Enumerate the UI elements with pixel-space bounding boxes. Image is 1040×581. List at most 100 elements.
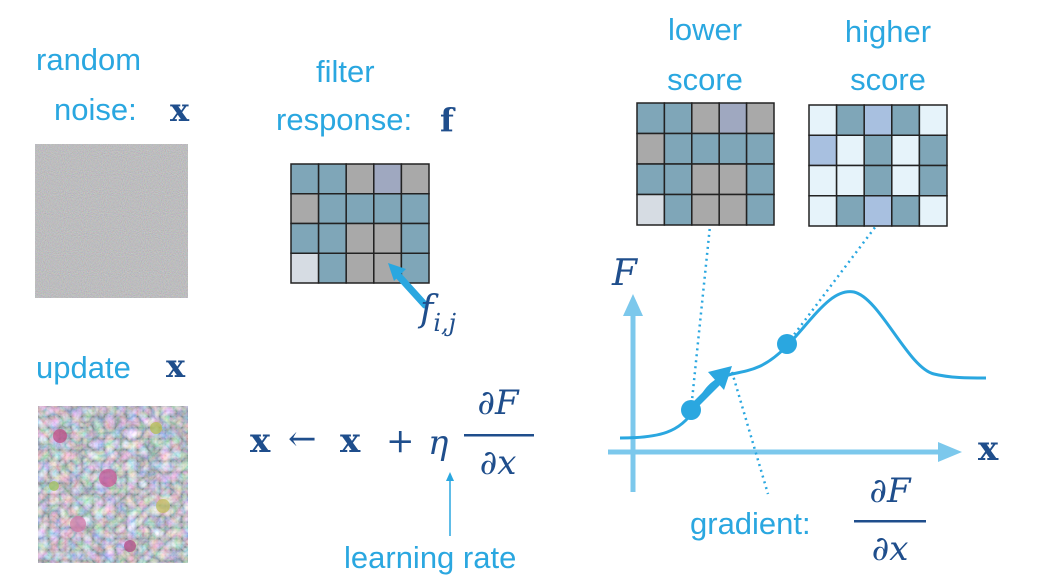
filter-response-cell xyxy=(345,222,375,254)
lower-score-cell xyxy=(691,102,720,135)
higher-score-cell xyxy=(918,164,948,197)
fij-base: f xyxy=(420,289,434,330)
filter-response-cell xyxy=(400,252,430,284)
fij-symbol: fi,j xyxy=(420,289,456,336)
lower-score-grid xyxy=(636,102,775,226)
lower-score-label-line2: score xyxy=(667,62,743,97)
filter-response-cell xyxy=(290,252,320,284)
lower-score-cell xyxy=(718,163,748,196)
rule-arrow: ← xyxy=(288,419,317,459)
lower-score-cell xyxy=(745,132,775,165)
lower-score-cell xyxy=(718,132,748,165)
higher-score-point xyxy=(777,334,797,354)
learning-rate-label: learning rate xyxy=(344,540,517,575)
higher-score-cell xyxy=(891,104,921,136)
higher-score-cell xyxy=(808,164,838,197)
filter-label-line2: response: xyxy=(276,102,413,137)
higher-score-cell xyxy=(891,134,921,167)
higher-score-connector xyxy=(786,225,877,345)
lower-score-cell xyxy=(663,163,693,196)
filter-response-cell xyxy=(373,163,403,195)
higher-score-cell xyxy=(891,195,921,227)
higher-score-cell xyxy=(808,104,838,136)
filter-response-cell xyxy=(345,193,375,225)
x-axis-label: x xyxy=(978,429,999,469)
rule-eta: η xyxy=(428,423,449,463)
filter-label-line1: filter xyxy=(316,54,375,89)
higher-score-cell xyxy=(835,134,865,167)
fij-subscript: i,j xyxy=(433,309,457,337)
higher-score-cell xyxy=(835,164,865,197)
lower-score-cell xyxy=(691,193,720,226)
gradient-label: gradient: xyxy=(690,506,811,541)
filter-response-cell xyxy=(317,163,347,195)
filter-response-cell xyxy=(345,163,375,195)
y-axis-arrowhead xyxy=(623,294,643,316)
gradient-arrow-shaft xyxy=(690,376,724,410)
gradient-frac-numerator: ∂F xyxy=(869,471,911,511)
rule-plus: + xyxy=(386,421,415,461)
visualized-pattern-image xyxy=(38,406,188,563)
rule-frac-numerator: ∂F xyxy=(477,383,519,423)
lower-score-cell xyxy=(691,163,720,196)
lower-score-cell xyxy=(636,163,666,196)
filter-response-cell xyxy=(290,193,320,225)
filter-response-cell xyxy=(400,222,430,254)
lower-score-cell xyxy=(718,102,748,135)
higher-score-cell xyxy=(891,164,921,197)
lower-score-cell xyxy=(663,193,693,226)
filter-response-cell xyxy=(373,193,403,225)
x-axis-arrowhead xyxy=(938,442,962,462)
objective-curve xyxy=(619,290,987,440)
gradient-arrow-head xyxy=(708,366,732,390)
learning-rate-pointer xyxy=(446,472,454,536)
random-noise-label-line2: noise: xyxy=(54,92,137,127)
higher-score-cell xyxy=(918,134,948,167)
rule-frac-denominator: ∂x xyxy=(479,443,517,483)
random-noise-label-line1: random xyxy=(36,42,142,77)
lower-score-cell xyxy=(691,132,720,165)
lower-score-cell xyxy=(636,132,666,165)
higher-score-cell xyxy=(918,104,948,136)
lower-score-cell xyxy=(663,132,693,165)
update-x-symbol: x xyxy=(166,347,186,385)
update-label: update xyxy=(36,350,131,385)
higher-score-cell xyxy=(863,104,893,136)
filter-response-cell xyxy=(400,163,430,195)
filter-response-cell xyxy=(345,252,375,284)
filter-response-cell xyxy=(290,163,320,195)
filter-response-cell xyxy=(290,222,320,254)
higher-score-cell xyxy=(808,195,838,227)
lower-score-label-line1: lower xyxy=(667,12,743,47)
filter-response-cell xyxy=(400,193,430,225)
higher-score-cell xyxy=(835,104,865,136)
gradient-frac-bar xyxy=(854,520,926,523)
higher-score-cell xyxy=(863,134,893,167)
filter-response-cell xyxy=(373,222,403,254)
random-noise-x-symbol: x xyxy=(170,91,190,129)
filter-response-cell xyxy=(317,193,347,225)
gradient-frac-denominator: ∂x xyxy=(871,529,909,569)
gradient-connector xyxy=(730,371,770,495)
filter-f-symbol: f xyxy=(440,101,454,139)
higher-score-label-line2: score xyxy=(850,62,926,97)
lower-score-cell xyxy=(636,193,666,226)
rule-x: x xyxy=(340,421,361,461)
y-axis-label: F xyxy=(612,253,637,294)
lower-score-cell xyxy=(663,102,693,135)
rule-frac-bar xyxy=(464,434,534,437)
lower-score-cell xyxy=(745,193,775,226)
lower-score-cell xyxy=(745,163,775,196)
higher-score-cell xyxy=(918,195,948,227)
objective-plot xyxy=(608,225,987,495)
lower-score-connector xyxy=(689,225,712,411)
lower-score-cell xyxy=(636,102,666,135)
axes xyxy=(608,294,962,492)
fij-pointer-arrow xyxy=(388,263,429,309)
filter-response-cell xyxy=(317,222,347,254)
higher-score-grid xyxy=(808,104,948,227)
higher-score-label-line1: higher xyxy=(844,14,932,49)
rule-lhs: x xyxy=(250,421,271,461)
higher-score-cell xyxy=(863,164,893,197)
